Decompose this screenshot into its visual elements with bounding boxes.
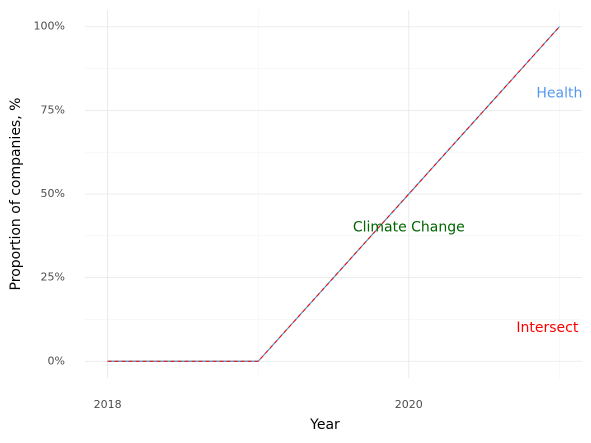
annotation: Health [536, 86, 582, 102]
x-axis-title: Year [309, 417, 340, 433]
y-tick-label: 100% [34, 20, 65, 33]
annotation: Climate Change [353, 219, 465, 235]
annotation: Intersect [516, 320, 578, 336]
x-tick-label: 2020 [395, 398, 423, 411]
y-axis-title: Proportion of companies, % [8, 98, 24, 291]
y-tick-label: 0% [48, 354, 65, 367]
series-line [107, 26, 560, 362]
y-tick-label: 75% [41, 103, 65, 116]
y-tick-label: 25% [41, 271, 65, 284]
y-tick-label: 50% [41, 187, 65, 200]
x-tick-label: 2018 [94, 398, 122, 411]
